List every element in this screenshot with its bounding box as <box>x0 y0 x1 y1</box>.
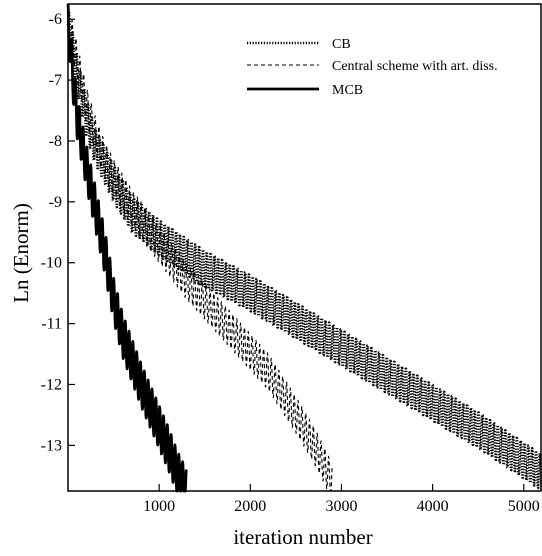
y-tick-label: -13 <box>41 437 62 454</box>
x-tick-label: 3000 <box>325 498 357 515</box>
y-tick-label: -12 <box>41 376 62 393</box>
x-tick-label: 1000 <box>143 498 175 515</box>
legend-label-central-scheme: Central scheme with art. diss. <box>332 59 498 74</box>
ticks-layer: 1000 2000 3000 4000 5000 -6 -7 -8 -9 -10 -11 -12 -13 <box>41 11 540 515</box>
y-axis-label: Ln (Enorm) <box>9 203 33 303</box>
y-tick-label: -10 <box>41 255 62 272</box>
x-axis-label: iteration number <box>233 525 372 549</box>
series-layer <box>66 3 542 493</box>
x-tick-label: 2000 <box>234 498 266 515</box>
y-tick-label: -8 <box>49 133 62 150</box>
y-tick-label: -9 <box>49 194 62 211</box>
y-tick-label: -7 <box>49 72 62 89</box>
legend-label-mcb: MCB <box>332 83 363 98</box>
series-line-mcb <box>66 3 188 493</box>
series-line-central-scheme <box>67 3 333 492</box>
legend: CB Central scheme with art. diss. MCB <box>247 37 498 98</box>
y-tick-label: -6 <box>49 11 62 28</box>
x-tick-label: 4000 <box>417 498 449 515</box>
plot-frame <box>67 3 542 492</box>
plot-area-border <box>67 3 542 492</box>
y-tick-label: -11 <box>41 316 62 333</box>
x-tick-label: 5000 <box>508 498 540 515</box>
legend-label-cb: CB <box>332 37 351 52</box>
